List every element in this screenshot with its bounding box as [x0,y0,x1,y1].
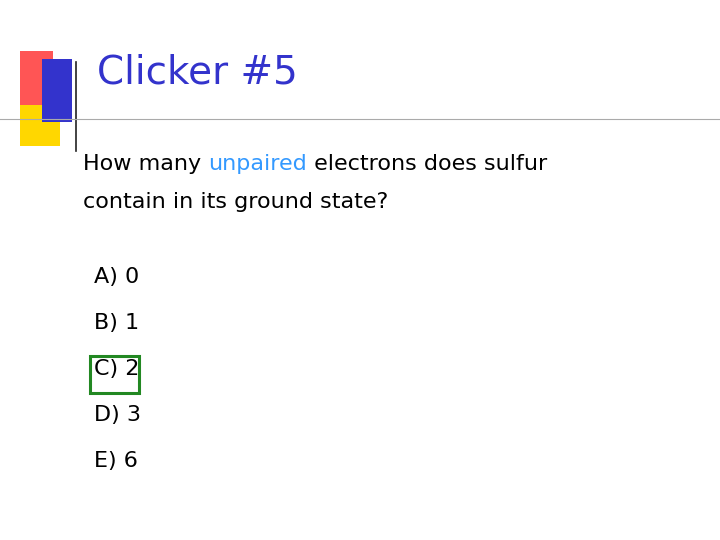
Text: How many: How many [83,154,208,174]
Text: electrons does sulfur: electrons does sulfur [307,154,547,174]
Text: C) 2: C) 2 [94,359,139,379]
Text: B) 1: B) 1 [94,313,139,333]
Text: unpaired: unpaired [208,154,307,174]
FancyBboxPatch shape [42,59,72,122]
Text: A) 0: A) 0 [94,267,139,287]
Text: contain in its ground state?: contain in its ground state? [83,192,388,212]
Text: E) 6: E) 6 [94,451,138,471]
FancyBboxPatch shape [20,51,53,105]
FancyBboxPatch shape [20,81,60,146]
Text: Clicker #5: Clicker #5 [97,53,298,92]
Text: D) 3: D) 3 [94,405,140,425]
